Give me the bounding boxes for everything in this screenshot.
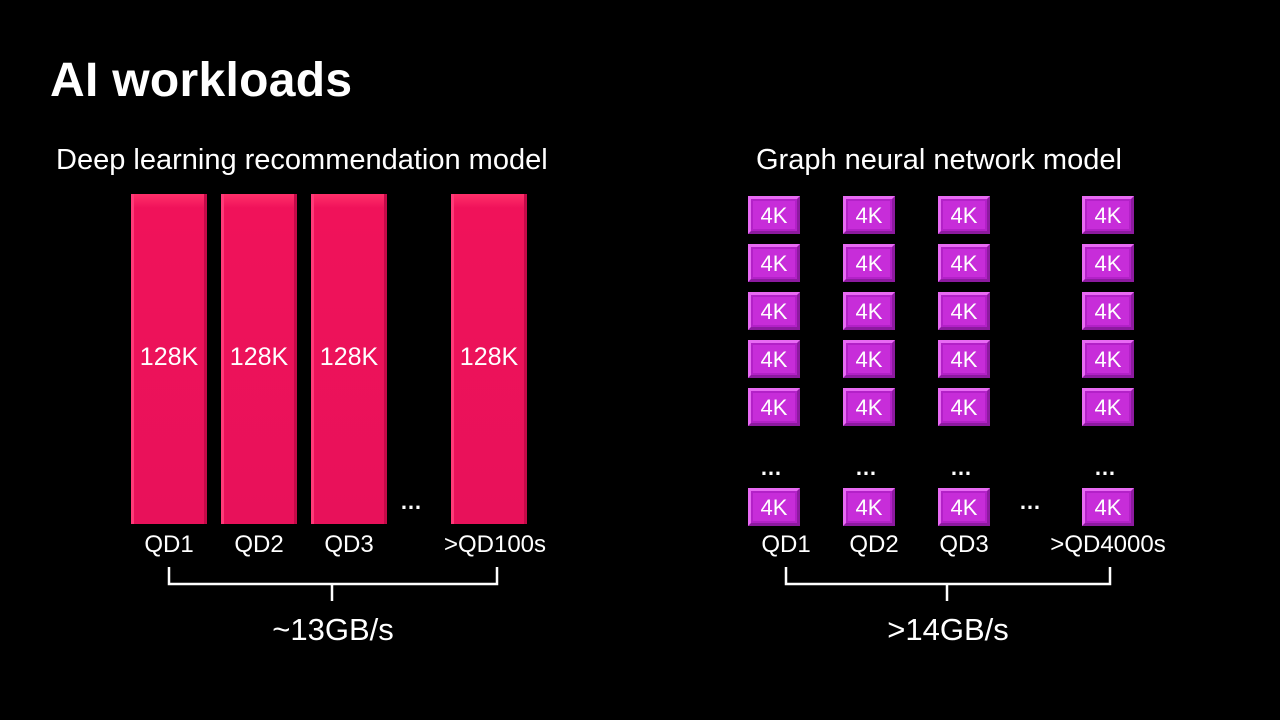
dlrm-throughput: ~13GB/s (272, 612, 394, 647)
gnn-block-label: 4K (855, 347, 883, 372)
gnn-block-qd3-6: 4K (938, 488, 990, 526)
gnn-bracket (784, 567, 1112, 601)
gnn-block-qd3-3: 4K (938, 292, 990, 330)
gnn-block-qd4-5: 4K (1082, 388, 1134, 426)
gnn-block-label: 4K (950, 495, 978, 520)
gnn-block-qd2-1: 4K (843, 196, 895, 234)
dlrm-queue-label: QD2 (234, 531, 284, 558)
gnn-block-label: 4K (760, 203, 788, 228)
gnn-block-qd4-2: 4K (1082, 244, 1134, 282)
gnn-block-qd3-2: 4K (938, 244, 990, 282)
gnn-block-qd4-4: 4K (1082, 340, 1134, 378)
gnn-block-qd4-1: 4K (1082, 196, 1134, 234)
gnn-block-qd1-6: 4K (748, 488, 800, 526)
gnn-block-qd4-6: 4K (1082, 488, 1134, 526)
gnn-block-qd1-3: 4K (748, 292, 800, 330)
gnn-queue-label: QD3 (939, 531, 989, 558)
gnn-throughput: >14GB/s (887, 612, 1009, 647)
gnn-column-ellipsis: … (760, 455, 782, 480)
gnn-block-label: 4K (760, 495, 788, 520)
gnn-block-label: 4K (855, 203, 883, 228)
gnn-block-label: 4K (1094, 299, 1122, 324)
dlrm-queue-label: >QD100s (443, 531, 547, 558)
dlrm-bar-label: 128K (459, 343, 519, 371)
gnn-column-ellipsis: … (855, 455, 877, 480)
gnn-block-label: 4K (760, 347, 788, 372)
gnn-block-label: 4K (760, 299, 788, 324)
dlrm-queue-label: QD3 (324, 531, 374, 558)
gnn-block-label: 4K (855, 495, 883, 520)
dlrm-ellipsis: … (400, 489, 422, 514)
dlrm-bar-qd100s: 128K (451, 194, 527, 524)
gnn-block-qd2-4: 4K (843, 340, 895, 378)
gnn-queue-label: >QD4000s (1050, 531, 1166, 558)
gnn-block-label: 4K (950, 299, 978, 324)
gnn-block-label: 4K (1094, 395, 1122, 420)
slide-title: AI workloads (50, 54, 353, 107)
gnn-block-label: 4K (1094, 347, 1122, 372)
gnn-block-qd1-1: 4K (748, 196, 800, 234)
gnn-block-label: 4K (950, 203, 978, 228)
gnn-column-ellipsis: … (950, 455, 972, 480)
gnn-block-qd2-2: 4K (843, 244, 895, 282)
dlrm-bar-label: 128K (319, 343, 379, 371)
dlrm-bar-label: 128K (139, 343, 199, 371)
dlrm-heading: Deep learning recommendation model (56, 144, 548, 176)
dlrm-bracket (167, 567, 499, 601)
gnn-queue-label: QD1 (761, 531, 811, 558)
dlrm-bar-qd1: 128K (131, 194, 207, 524)
gnn-block-qd2-6: 4K (843, 488, 895, 526)
gnn-block-qd2-5: 4K (843, 388, 895, 426)
dlrm-bar-label: 128K (229, 343, 289, 371)
gnn-block-qd1-5: 4K (748, 388, 800, 426)
gnn-block-label: 4K (1094, 495, 1122, 520)
gnn-column-ellipsis: … (1094, 455, 1116, 480)
gnn-block-label: 4K (950, 251, 978, 276)
gnn-block-label: 4K (1094, 251, 1122, 276)
gnn-block-label: 4K (950, 347, 978, 372)
gnn-block-qd1-4: 4K (748, 340, 800, 378)
dlrm-bar-qd3: 128K (311, 194, 387, 524)
dlrm-bar-qd2: 128K (221, 194, 297, 524)
gnn-block-label: 4K (760, 395, 788, 420)
gnn-block-qd4-3: 4K (1082, 292, 1134, 330)
gnn-heading: Graph neural network model (756, 144, 1122, 176)
gnn-block-qd1-2: 4K (748, 244, 800, 282)
gnn-block-label: 4K (855, 299, 883, 324)
gnn-block-qd3-1: 4K (938, 196, 990, 234)
gnn-block-label: 4K (855, 395, 883, 420)
gnn-block-label: 4K (950, 395, 978, 420)
gnn-block-label: 4K (855, 251, 883, 276)
dlrm-queue-label: QD1 (144, 531, 194, 558)
gnn-block-qd3-5: 4K (938, 388, 990, 426)
gnn-block-label: 4K (760, 251, 788, 276)
gnn-queue-label: QD2 (849, 531, 899, 558)
gnn-block-qd2-3: 4K (843, 292, 895, 330)
gnn-block-label: 4K (1094, 203, 1122, 228)
gnn-ellipsis: … (1019, 489, 1041, 514)
gnn-block-qd3-4: 4K (938, 340, 990, 378)
